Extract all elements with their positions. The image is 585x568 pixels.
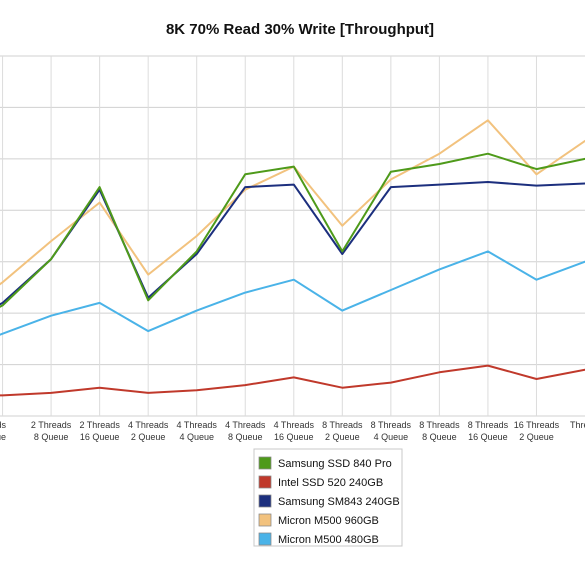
legend-label: Samsung SM843 240GB: [278, 496, 400, 508]
series-lines: [0, 119, 585, 397]
series-line-2: [0, 181, 585, 306]
x-tick-label-line1: 4 Threads: [274, 420, 315, 430]
legend-swatch: [258, 532, 272, 546]
x-tick-label-line2: 2 Queue: [325, 432, 360, 442]
legend-swatch: [258, 456, 272, 470]
x-tick-label-line2: 2 Queue: [519, 432, 554, 442]
x-tick-label-line2: 4 Queue: [374, 432, 409, 442]
x-tick-label-line2: Queue: [0, 432, 6, 442]
x-tick-label-line1: 8 Threads: [419, 420, 460, 430]
legend-swatch: [258, 513, 272, 527]
x-tick-label-line2: 8 Queue: [34, 432, 69, 442]
x-tick-label-line1: Threads 16: [570, 420, 585, 430]
x-tick-label-line1: 8 Threads: [468, 420, 509, 430]
legend-label: Micron M500 480GB: [278, 534, 379, 546]
x-tick-label-line1: 4 Threads: [177, 420, 218, 430]
x-axis-tick-labels: Threads Queue 2 Threads 8 Queue 2 Threads 16 …: [0, 420, 585, 442]
x-tick-label-line1: 16 Threads: [514, 420, 560, 430]
x-tick-label-line1: 4 Threads: [225, 420, 266, 430]
series-line-3: [0, 119, 585, 286]
x-tick-label-line1: 4 Threads: [128, 420, 169, 430]
legend-swatch: [258, 475, 272, 489]
legend-label: Micron M500 960GB: [278, 515, 379, 527]
series-line-0: [0, 152, 585, 308]
x-tick-label-line2: 8 Queue: [422, 432, 457, 442]
x-tick-label-line1: 2 Threads: [31, 420, 72, 430]
legend-swatch: [258, 494, 272, 508]
legend-box: [253, 448, 403, 547]
x-tick-label-line1: 8 Threads: [322, 420, 363, 430]
x-tick-label-line2: 8 Queue: [228, 432, 263, 442]
legend-label: Intel SSD 520 240GB: [278, 477, 383, 489]
x-tick-label-line2: 16 Queue: [274, 432, 314, 442]
x-tick-label-line1: 8 Threads: [371, 420, 412, 430]
grid: [0, 55, 585, 417]
x-tick-label-line2: 2 Queue: [131, 432, 166, 442]
x-tick-label-line2: 4 Queue: [179, 432, 214, 442]
x-tick-label-line2: 16 Queue: [80, 432, 120, 442]
x-tick-label-line1: 2 Threads: [79, 420, 120, 430]
x-tick-label-line2: 16 Queue: [468, 432, 508, 442]
chart-title: 8K 70% Read 30% Write [Throughput]: [166, 21, 434, 38]
x-tick-label-line1: Threads: [0, 420, 6, 430]
legend-label: Samsung SSD 840 Pro: [278, 458, 392, 470]
series-line-4: [0, 250, 585, 336]
legend: Samsung SSD 840 Pro Intel SSD 520 240GB Sa…: [253, 448, 403, 547]
series-line-1: [0, 364, 585, 397]
